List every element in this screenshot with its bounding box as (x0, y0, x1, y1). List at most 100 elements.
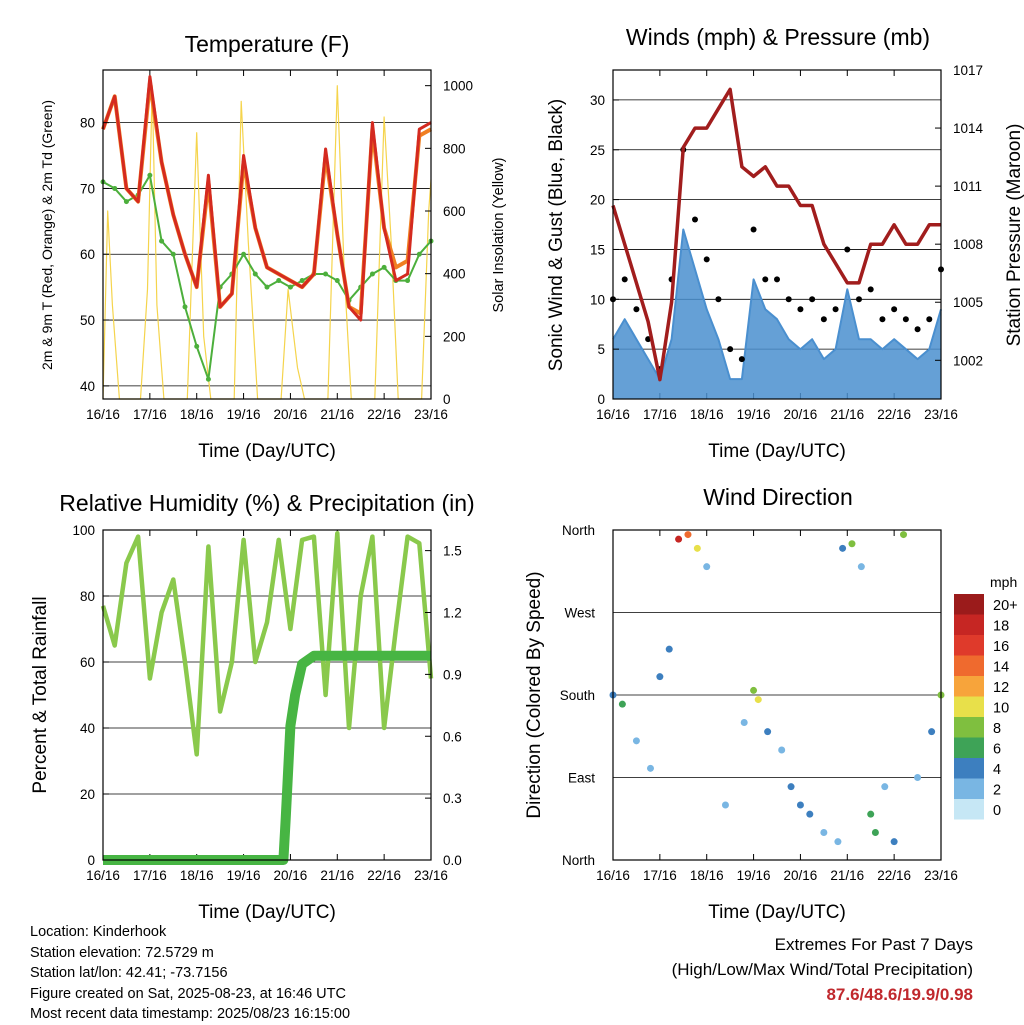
panel-title: Wind Direction (703, 484, 853, 510)
direction-point (787, 783, 795, 791)
y-tick-label: 80 (80, 116, 95, 131)
panel-temperature: Temperature (F) 16/16 17/16 18/16 19/16 20/16… (39, 31, 507, 462)
legend-label: 18 (993, 619, 1009, 635)
legend-swatch (954, 717, 984, 738)
y-right-tick-label: 0.9 (443, 667, 462, 682)
direction-point (914, 774, 922, 781)
info-location: Location: Kinderhook (30, 924, 167, 940)
legend-swatch (954, 737, 984, 758)
y-right-tick-label: 0.0 (443, 853, 462, 868)
x-tick-label: 16/16 (596, 868, 630, 883)
x-tick-label: 18/16 (690, 407, 724, 422)
y-right-tick-label: 600 (443, 204, 466, 219)
legend-swatch (954, 778, 984, 799)
legend-label: 4 (993, 762, 1001, 778)
y-tick-label: 0 (87, 853, 95, 868)
legend-label: 8 (993, 721, 1001, 737)
y-right-tick-label: 200 (443, 329, 466, 344)
direction-point (740, 719, 748, 726)
gust-point (621, 276, 628, 283)
station-info: Location: Kinderhook Station elevation: … (30, 922, 350, 1025)
direction-point (632, 737, 640, 745)
x-tick-label: 19/16 (737, 407, 771, 422)
x-axis-label: Time (Day/UTC) (708, 902, 846, 923)
plot-border (102, 529, 432, 861)
gust-point (809, 296, 816, 303)
gust-point (879, 316, 886, 323)
direction-point (778, 746, 786, 754)
y-right-axis-label: Station Pressure (Maroon) (1004, 124, 1024, 347)
y-right-tick-label: 0 (443, 392, 451, 407)
direction-point (684, 531, 692, 539)
x-tick-label: 20/16 (784, 868, 818, 883)
y-tick-label: 15 (590, 242, 605, 257)
gust-point (832, 306, 839, 313)
gust-point (762, 276, 769, 283)
legend-swatch (954, 614, 984, 635)
x-tick-label: 17/16 (133, 407, 167, 422)
x-tick-label: 16/16 (86, 407, 120, 422)
x-tick-label: 22/16 (877, 407, 911, 422)
x-tick-label: 21/16 (320, 407, 354, 422)
legend-swatch (954, 635, 984, 656)
x-tick-label: 20/16 (274, 407, 308, 422)
y-right-tick-label: 1.5 (443, 544, 462, 559)
x-tick-label: 17/16 (643, 868, 677, 883)
y-right-tick-label: 1005 (953, 295, 983, 310)
x-tick-label: 20/16 (274, 868, 308, 883)
y-tick-label: 10 (590, 292, 605, 307)
x-tick-label: 22/16 (877, 868, 911, 883)
gust-point (891, 306, 898, 313)
x-axis-label: Time (Day/UTC) (708, 441, 846, 462)
y-axis-label: Sonic Wind & Gust (Blue, Black) (546, 99, 567, 371)
legend-label: 2 (993, 783, 1001, 799)
direction-point (618, 700, 626, 708)
legend-swatch (954, 655, 984, 676)
direction-point (857, 563, 865, 571)
y-right-tick-label: 0.6 (443, 729, 462, 744)
direction-point (764, 728, 772, 736)
y-tick-label: 5 (597, 342, 605, 357)
plot-border (102, 69, 432, 400)
x-axis-label: Time (Day/UTC) (198, 441, 336, 462)
x-tick-label: 22/16 (367, 407, 401, 422)
legend-label: 12 (993, 680, 1009, 696)
y-tick-label: 40 (80, 379, 95, 394)
y-tick-label: 40 (80, 721, 95, 736)
y-tick-label: West (564, 606, 595, 621)
legend-swatch (954, 676, 984, 697)
direction-point (834, 838, 842, 846)
extremes-subtitle: (High/Low/Max Wind/Total Precipitation) (671, 960, 973, 979)
y-tick-label: 70 (80, 181, 95, 196)
x-tick-label: 22/16 (367, 868, 401, 883)
x-tick-label: 19/16 (227, 868, 261, 883)
y-tick-label: 0 (597, 392, 605, 407)
x-tick-label: 20/16 (784, 407, 818, 422)
y-right-tick-label: 1000 (443, 79, 473, 94)
series-td (102, 174, 432, 381)
legend-swatch (954, 799, 984, 820)
gust-point (785, 296, 792, 303)
direction-point (665, 645, 673, 653)
direction-point (848, 540, 856, 548)
series-pressure (611, 87, 941, 382)
y-right-tick-label: 1.2 (443, 606, 462, 621)
y-tick-label: 20 (80, 787, 95, 802)
y-right-tick-label: 1014 (953, 121, 984, 136)
direction-point (750, 686, 758, 694)
legend-unit: mph (990, 574, 1017, 590)
y-right-tick-label: 1002 (953, 353, 983, 368)
panel-title: Temperature (F) (185, 31, 350, 57)
y-right-axis-label: Solar Insolation (Yellow) (491, 157, 507, 312)
direction-point (867, 810, 875, 818)
direction-point (693, 544, 701, 552)
legend-swatch (954, 758, 984, 779)
legend-swatch (954, 594, 984, 615)
y-tick-label: South (560, 688, 595, 703)
y-tick-label: North (562, 523, 595, 538)
info-elevation: Station elevation: 72.5729 m (30, 944, 214, 961)
plot-border (612, 529, 942, 861)
direction-point (928, 728, 936, 736)
y-tick-label: 100 (72, 523, 95, 538)
y-tick-label: 80 (80, 589, 95, 604)
